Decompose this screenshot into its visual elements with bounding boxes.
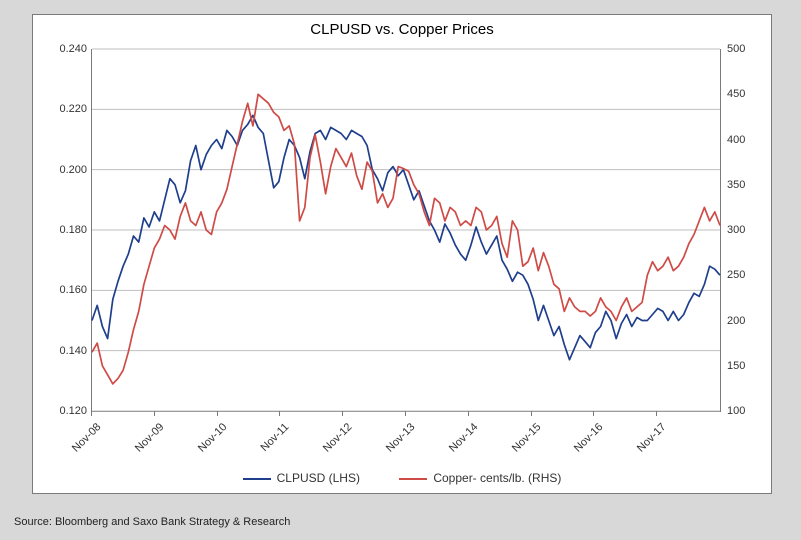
xtick-mark <box>656 411 657 416</box>
source-text: Source: Bloomberg and Saxo Bank Strategy… <box>14 516 290 528</box>
legend-item-clpusd: CLPUSD (LHS) <box>243 471 360 485</box>
xtick-label: Nov-12 <box>316 421 354 459</box>
xtick-label: Nov-17 <box>630 421 668 459</box>
ytick-left: 0.140 <box>39 345 87 357</box>
xtick-mark <box>468 411 469 416</box>
xtick-mark <box>593 411 594 416</box>
xtick-mark <box>91 411 92 416</box>
ytick-left: 0.180 <box>39 224 87 236</box>
legend-label-clpusd: CLPUSD (LHS) <box>277 471 360 485</box>
xtick-mark <box>405 411 406 416</box>
xtick-label: Nov-11 <box>254 421 292 459</box>
xtick-label: Nov-08 <box>65 421 103 459</box>
legend: CLPUSD (LHS) Copper- cents/lb. (RHS) <box>33 471 771 485</box>
xtick-label: Nov-13 <box>379 421 417 459</box>
ytick-right: 400 <box>727 134 767 146</box>
ytick-right: 300 <box>727 224 767 236</box>
plot-svg <box>92 49 720 411</box>
xtick-mark <box>531 411 532 416</box>
xtick-mark <box>217 411 218 416</box>
xtick-label: Nov-16 <box>568 421 606 459</box>
legend-label-copper: Copper- cents/lb. (RHS) <box>433 471 561 485</box>
ytick-left: 0.220 <box>39 103 87 115</box>
ytick-left: 0.240 <box>39 43 87 55</box>
chart-title: CLPUSD vs. Copper Prices <box>33 21 771 38</box>
series-lines <box>92 94 720 384</box>
ytick-left: 0.160 <box>39 284 87 296</box>
legend-line-copper <box>399 478 427 480</box>
ytick-right: 450 <box>727 88 767 100</box>
xtick-label: Nov-15 <box>505 421 543 459</box>
xtick-label: Nov-09 <box>128 421 166 459</box>
ytick-right: 250 <box>727 269 767 281</box>
ytick-right: 100 <box>727 405 767 417</box>
legend-item-copper: Copper- cents/lb. (RHS) <box>399 471 561 485</box>
ytick-left: 0.120 <box>39 405 87 417</box>
legend-line-clpusd <box>243 478 271 480</box>
series-line <box>92 115 720 359</box>
xtick-label: Nov-14 <box>442 421 480 459</box>
xtick-mark <box>154 411 155 416</box>
ytick-right: 150 <box>727 360 767 372</box>
ytick-left: 0.200 <box>39 164 87 176</box>
ytick-right: 350 <box>727 179 767 191</box>
chart-container: CLPUSD vs. Copper Prices 0.120 0.140 0.160… <box>32 14 772 494</box>
gridlines <box>92 49 720 411</box>
xtick-mark <box>279 411 280 416</box>
xtick-mark <box>342 411 343 416</box>
plot-area <box>91 49 721 412</box>
xtick-label: Nov-10 <box>191 421 229 459</box>
ytick-right: 500 <box>727 43 767 55</box>
series-line <box>92 94 720 384</box>
ytick-right: 200 <box>727 315 767 327</box>
